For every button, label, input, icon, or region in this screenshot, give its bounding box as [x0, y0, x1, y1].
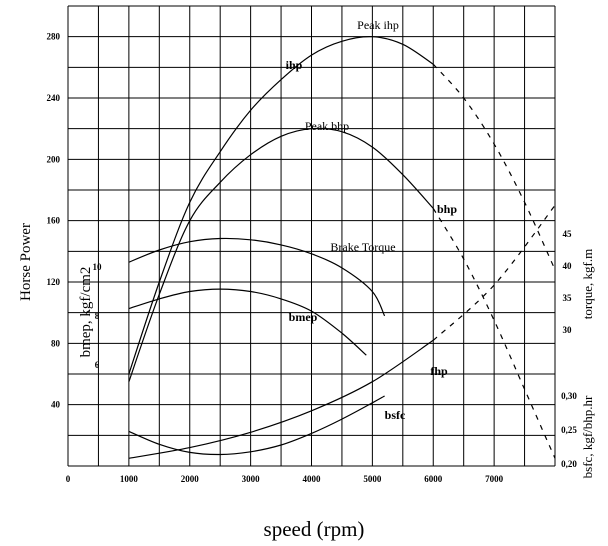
y-tick-label-bsfc: 0,25 [561, 425, 577, 435]
x-axis-title: speed (rpm) [264, 517, 365, 541]
curve-bmep [128, 288, 367, 356]
y-tick-label-bmep: 6 [95, 360, 100, 370]
y-tick-label-bmep: 8 [95, 311, 100, 321]
y-tick-label-horse-power: 80 [51, 338, 61, 348]
curves [128, 36, 556, 459]
y-tick-label-torque: 45 [563, 229, 573, 239]
y-tick-label-bsfc: 0,20 [561, 459, 577, 469]
annotation-peak-bhp: Peak bhp [305, 119, 349, 133]
label-fhp: fhp [430, 364, 448, 378]
tick-labels: 0 1000 2000 3000 4000 5000 6000 7000 40 80 120 160 2… [47, 32, 578, 484]
x-tick-label: 3000 [242, 474, 261, 484]
label-ihp: ihp [286, 58, 303, 72]
grid [67, 5, 556, 467]
y-tick-label-horse-power: 240 [47, 93, 61, 103]
label-bmep: bmep [289, 310, 318, 324]
x-tick-label: 7000 [485, 474, 504, 484]
y-tick-label-bmep: 10 [93, 262, 103, 272]
y-tick-label-bsfc: 0,30 [561, 391, 577, 401]
y-axis-title-horse-power: Horse Power [18, 223, 34, 301]
y-tick-label-horse-power: 160 [47, 216, 61, 226]
x-tick-label: 6000 [424, 474, 443, 484]
y-axis-title-bsfc: bsfc, kgf/bhp.hr [580, 395, 595, 478]
y-tick-label-horse-power: 280 [47, 32, 61, 42]
x-tick-label: 1000 [120, 474, 139, 484]
annotation-peak-ihp: Peak ihp [357, 18, 399, 32]
label-bhp: bhp [437, 202, 457, 216]
y-axis-title-torque: torque, kgf.m [580, 249, 595, 319]
y-tick-label-horse-power: 200 [47, 154, 61, 164]
x-tick-label: 2000 [181, 474, 200, 484]
curve-ihp-extrapolated [432, 63, 556, 270]
x-tick-label: 4000 [303, 474, 322, 484]
y-tick-label-torque: 40 [563, 261, 573, 271]
curve-ihp [128, 36, 434, 375]
y-tick-label-torque: 35 [563, 293, 573, 303]
y-tick-label-horse-power: 120 [47, 277, 61, 287]
y-tick-label-torque: 30 [563, 325, 573, 335]
y-tick-label-horse-power: 40 [51, 400, 61, 410]
x-tick-label: 0 [66, 474, 71, 484]
y-axis-title-bmep: bmep, kgf/cm2 [78, 267, 94, 358]
x-tick-label: 5000 [363, 474, 382, 484]
curve-brake-torque [128, 237, 386, 317]
curve-fhp [128, 339, 434, 459]
curve-bhp [128, 127, 434, 382]
label-brake-torque: Brake Torque [330, 240, 395, 254]
label-bsfc: bsfc [385, 408, 406, 422]
curve-bsfc [128, 395, 385, 456]
